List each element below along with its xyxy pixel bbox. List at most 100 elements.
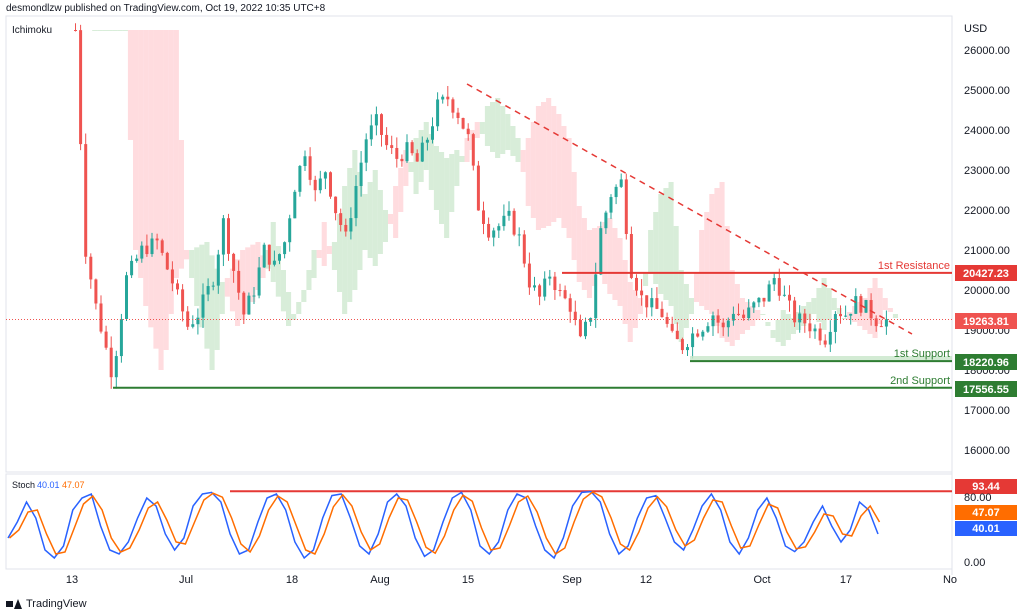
publish-line: desmondlzw published on TradingView.com,… — [6, 3, 326, 14]
candle-body — [242, 292, 246, 315]
support2-badge — [955, 381, 1017, 397]
candle-body — [257, 267, 261, 296]
candle-body — [431, 126, 434, 140]
ichimoku-cloud-segment — [92, 30, 98, 31]
candle-body — [385, 134, 389, 146]
ichimoku-cloud-segment — [433, 146, 439, 210]
candle-body — [527, 263, 531, 288]
ichimoku-cloud-segment — [138, 30, 144, 278]
price-tick-label: 16000.00 — [964, 445, 1010, 457]
ichimoku-cloud-segment — [602, 222, 608, 284]
ichimoku-cloud-segment — [388, 214, 394, 224]
ichimoku-cloud-segment — [454, 150, 460, 186]
ichimoku-cloud-segment — [586, 230, 592, 298]
candle-body — [415, 153, 419, 162]
candle-body — [854, 296, 858, 314]
candle-body — [487, 223, 491, 238]
ichimoku-cloud-segment — [831, 298, 837, 310]
ichimoku-cloud-segment — [464, 138, 470, 162]
ichimoku-cloud-segment — [117, 30, 123, 31]
candle-body — [451, 99, 455, 113]
candle-body — [359, 162, 363, 187]
ichimoku-cloud-segment — [546, 98, 552, 226]
candle-body — [492, 230, 496, 238]
candle-body — [808, 323, 812, 332]
candle-body — [512, 210, 516, 235]
support1-badge — [955, 354, 1017, 370]
candle-body — [507, 210, 511, 216]
ichimoku-cloud-segment — [785, 314, 791, 340]
ichimoku-cloud-segment — [178, 140, 184, 269]
candle-body — [833, 314, 837, 332]
stoch-label: Stoch — [12, 480, 35, 490]
candle-body — [670, 323, 674, 331]
ichimoku-cloud-segment — [510, 126, 516, 156]
candle-body — [165, 252, 169, 270]
ichimoku-cloud-segment — [632, 290, 638, 328]
candle-body — [782, 294, 786, 296]
support-zone — [690, 356, 952, 362]
ichimoku-cloud-segment — [719, 182, 725, 338]
candle-body — [497, 226, 501, 231]
ichimoku-cloud-segment — [525, 138, 531, 206]
candle-body — [160, 240, 164, 253]
ichimoku-cloud-segment — [398, 168, 404, 212]
ichimoku-cloud-segment — [648, 230, 654, 274]
ichimoku-cloud-segment — [658, 194, 664, 294]
ichimoku-cloud-segment — [561, 126, 567, 228]
ichimoku-cloud-segment — [286, 292, 292, 326]
candle-body — [813, 328, 817, 332]
resistance-label: 1st Resistance — [878, 260, 950, 272]
candle-body — [538, 285, 542, 297]
candle-body — [293, 191, 297, 219]
price-tick-label: 23000.00 — [964, 165, 1010, 177]
ichimoku-cloud-segment — [790, 318, 796, 334]
chart-area[interactable]: Ichimoku USD 26000.00 25000.00 24000.00 230… — [0, 0, 1024, 596]
ichimoku-cloud-segment — [505, 114, 511, 150]
ichimoku-cloud-segment — [780, 310, 786, 346]
stoch-d-line — [9, 491, 881, 556]
ichimoku-cloud-segment — [352, 150, 358, 290]
ichimoku-cloud-segment — [296, 302, 302, 314]
candle-body — [818, 328, 822, 341]
candle-body — [655, 298, 659, 309]
ichimoku-cloud-segment — [133, 30, 139, 250]
candle-body — [288, 218, 292, 243]
candle-body — [252, 295, 256, 297]
candle-body — [308, 156, 312, 180]
ichimoku-cloud-segment — [847, 312, 853, 320]
ichimoku-cloud-segment — [229, 268, 235, 312]
ichimoku-cloud-segment — [301, 290, 307, 302]
candle-body — [594, 274, 598, 319]
candle-body — [237, 270, 241, 293]
ichimoku-cloud-segment — [199, 244, 205, 328]
ichimoku-cloud-segment — [168, 30, 174, 314]
stoch-k-legend: 40.01 — [37, 480, 60, 490]
ichimoku-cloud-segment — [556, 114, 562, 218]
candle-body — [369, 125, 373, 140]
ichimoku-cloud-segment — [566, 138, 572, 238]
ichimoku-cloud-segment — [892, 314, 898, 318]
candle-body — [502, 215, 506, 227]
candle-body — [339, 213, 343, 225]
candle-body — [711, 315, 715, 327]
candle-body — [742, 314, 746, 319]
ichimoku-cloud-segment — [816, 288, 822, 322]
candle-body — [109, 347, 113, 378]
ichimoku-cloud-segment — [97, 30, 103, 31]
ichimoku-cloud-segment — [852, 306, 858, 322]
candle-body — [364, 139, 368, 163]
footer-brand[interactable]: TradingView — [6, 598, 87, 610]
ichimoku-cloud-segment — [127, 30, 133, 140]
candle-body — [227, 218, 230, 254]
ichimoku-cloud-segment — [209, 255, 215, 370]
ichimoku-cloud-segment — [102, 30, 108, 31]
price-tick-label: 20000.00 — [964, 285, 1010, 297]
ichimoku-cloud-segment — [765, 322, 771, 326]
candle-body — [772, 278, 776, 285]
ichimoku-cloud-segment — [362, 194, 368, 250]
candle-body — [645, 295, 649, 308]
ichimoku-cloud-segment — [112, 30, 118, 31]
candle-body — [446, 96, 450, 100]
ichimoku-cloud-segment — [653, 212, 659, 284]
